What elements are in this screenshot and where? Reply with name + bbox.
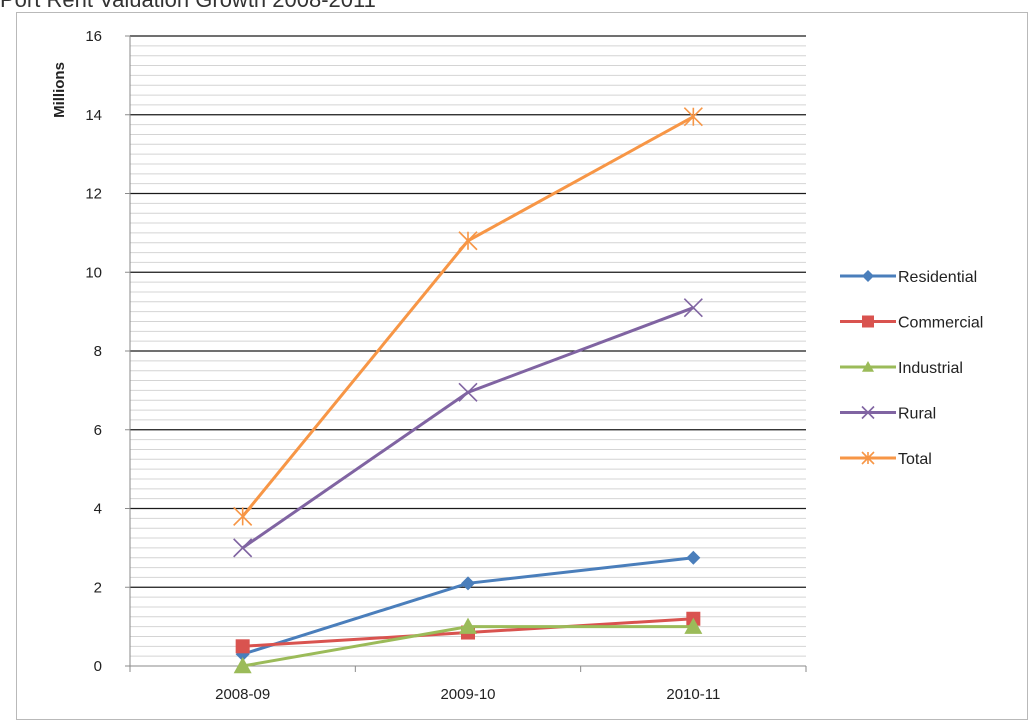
data-point-total — [458, 231, 478, 251]
y-tick-label: 12 — [85, 186, 102, 203]
y-tick-label: 14 — [85, 107, 102, 124]
series-line-total — [241, 115, 695, 518]
y-tick-label: 0 — [94, 658, 102, 675]
data-point-rural — [458, 382, 478, 402]
legend-marker-total — [861, 451, 875, 465]
legend-marker-industrial — [862, 361, 874, 372]
legend-item-industrial: Industrial — [840, 360, 963, 377]
legend-label-industrial: Industrial — [898, 360, 963, 377]
series-total — [233, 107, 703, 526]
series-residential — [235, 550, 701, 662]
y-tick-label: 2 — [94, 579, 102, 596]
legend: Residential Commercial Industrial Rural Tota… — [840, 269, 983, 468]
x-tick-label: 2008-09 — [215, 686, 270, 703]
legend-item-rural: Rural — [840, 406, 936, 423]
data-point-rural — [233, 538, 253, 558]
minor-gridlines — [130, 45, 806, 657]
data-point-industrial — [459, 617, 477, 634]
legend-marker-rural — [861, 405, 875, 420]
x-tick-label: 2010-11 — [666, 686, 720, 703]
series-line-residential — [242, 556, 694, 656]
data-point-industrial — [233, 657, 252, 674]
legend-label-total: Total — [898, 451, 932, 468]
data-point-residential — [461, 576, 475, 591]
y-tick-label: 16 — [85, 28, 102, 45]
data-point-residential — [686, 550, 701, 565]
y-axis-ticks: 0 2 4 6 8 10 12 14 16 — [85, 28, 130, 675]
legend-item-total: Total — [840, 451, 932, 468]
y-axis-title: Millions — [51, 62, 68, 118]
data-point-commercial — [235, 639, 250, 654]
x-axis-ticks: 2008-09 2009-10 2010-11 — [129, 666, 807, 703]
x-tick-label: 2009-10 — [440, 686, 495, 703]
y-tick-label: 10 — [85, 264, 102, 281]
data-point-total — [683, 107, 703, 127]
legend-marker-commercial — [862, 315, 874, 328]
data-point-industrial — [684, 617, 703, 634]
series-line-rural — [241, 306, 694, 550]
legend-label-residential: Residential — [898, 269, 977, 286]
legend-item-commercial: Commercial — [840, 315, 983, 332]
series-rural — [233, 298, 703, 558]
legend-label-commercial: Commercial — [898, 315, 983, 332]
data-point-total — [233, 506, 253, 526]
y-tick-label: 4 — [94, 501, 102, 518]
data-point-rural — [683, 298, 703, 318]
series-industrial — [233, 617, 703, 674]
y-tick-label: 6 — [94, 422, 102, 439]
legend-item-residential: Residential — [840, 269, 977, 286]
y-tick-label: 8 — [94, 343, 102, 360]
series-layer — [233, 107, 703, 674]
legend-label-rural: Rural — [898, 406, 936, 423]
chart-title: Port Rent Valuation Growth 2008-2011 — [0, 0, 376, 14]
legend-marker-residential — [862, 270, 874, 282]
